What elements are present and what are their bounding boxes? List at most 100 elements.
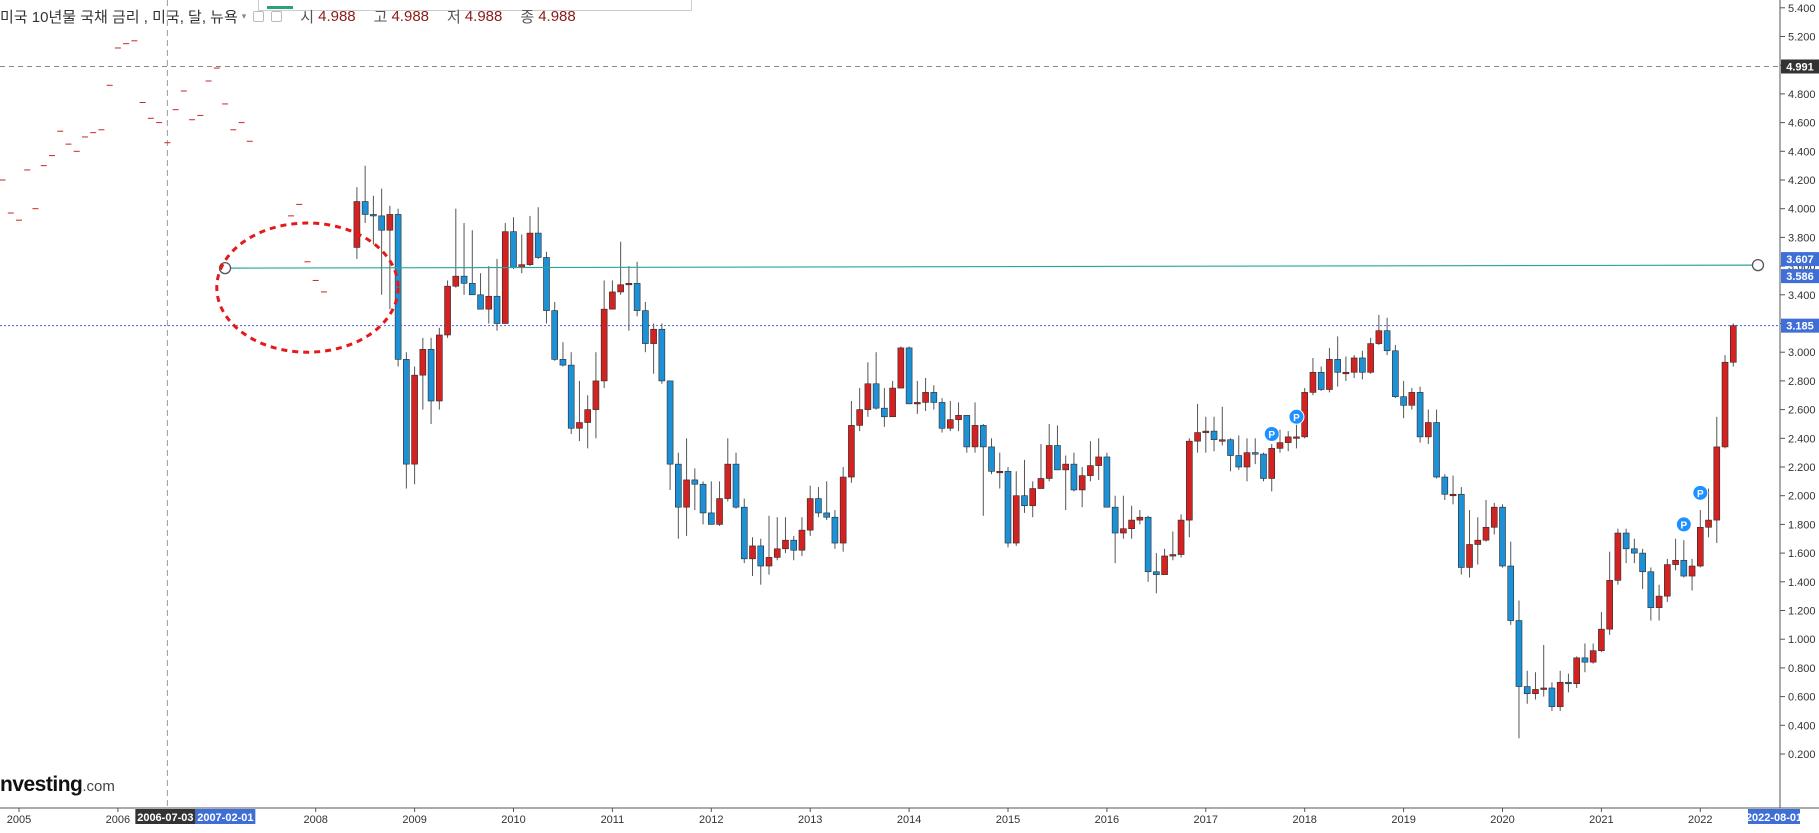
y-tick-label: 2.800 bbox=[1788, 376, 1816, 388]
candle-body bbox=[1408, 392, 1416, 406]
candle-body bbox=[1029, 488, 1037, 507]
candle-body bbox=[1490, 506, 1498, 528]
candle-body bbox=[666, 380, 674, 465]
candle-body bbox=[460, 275, 468, 284]
candle-body bbox=[1260, 453, 1267, 479]
x-tick-label: 2020 bbox=[1490, 814, 1514, 826]
dropdown-caret-icon[interactable]: ▾ bbox=[241, 10, 247, 21]
x-tick-label: 2010 bbox=[501, 814, 525, 826]
candle-body bbox=[1153, 571, 1160, 575]
candle-body bbox=[872, 383, 880, 409]
candle-body bbox=[740, 506, 748, 560]
candle-body bbox=[765, 557, 773, 567]
x-tick-label: 2018 bbox=[1292, 814, 1316, 826]
date-axis-tag-label: 2022-08-01 bbox=[1746, 812, 1802, 824]
candle-body bbox=[1474, 539, 1482, 545]
y-tick-label: 4.400 bbox=[1788, 146, 1816, 158]
y-tick-label: 1.200 bbox=[1788, 606, 1816, 618]
candle-body bbox=[938, 402, 946, 429]
date-axis-tag-label: 2007-02-01 bbox=[197, 812, 253, 824]
candle-body bbox=[724, 463, 732, 499]
candle-body bbox=[559, 359, 567, 366]
candle-body bbox=[493, 295, 501, 324]
candle-body bbox=[1268, 448, 1276, 479]
candle-body bbox=[1359, 357, 1366, 373]
badge-label: P bbox=[1680, 520, 1687, 531]
candle-body bbox=[1721, 361, 1729, 448]
x-tick-label: 2021 bbox=[1589, 814, 1613, 826]
candle-body bbox=[1128, 519, 1135, 530]
candle-body bbox=[782, 539, 789, 550]
candle-body bbox=[1523, 686, 1531, 695]
x-tick-label: 2005 bbox=[7, 814, 31, 826]
candle-body bbox=[1532, 689, 1539, 695]
candle-body bbox=[1276, 442, 1284, 449]
badge-label: P bbox=[1697, 489, 1704, 500]
y-tick-label: 2.600 bbox=[1788, 405, 1816, 417]
candle-body bbox=[1680, 559, 1688, 577]
toolbar-tab-strip[interactable] bbox=[258, 0, 692, 11]
candle-body bbox=[1589, 650, 1597, 663]
candle-body bbox=[1243, 452, 1251, 468]
candle-body bbox=[773, 548, 781, 558]
candle-body bbox=[419, 349, 427, 376]
candle-body bbox=[1499, 506, 1506, 567]
candle-body bbox=[1507, 565, 1515, 621]
chart-title: 미국 10년물 국채 금리 , 미국, 달, 뉴욕 bbox=[0, 8, 238, 26]
x-tick-label: 2016 bbox=[1095, 814, 1119, 826]
candle-body bbox=[815, 498, 822, 514]
candle-body bbox=[1598, 628, 1605, 651]
candle-body bbox=[452, 275, 460, 287]
candle-body bbox=[1466, 544, 1473, 568]
candle-body bbox=[658, 328, 666, 382]
y-tick-label: 0.600 bbox=[1788, 692, 1816, 704]
candle-body bbox=[889, 387, 896, 418]
x-tick-label: 2008 bbox=[303, 814, 327, 826]
candle-body bbox=[848, 425, 855, 478]
candle-body bbox=[1400, 396, 1407, 406]
candle-body bbox=[930, 392, 938, 403]
candle-body bbox=[806, 498, 814, 531]
candle-body bbox=[1705, 519, 1712, 528]
candle-body bbox=[592, 380, 600, 410]
candle-body bbox=[444, 285, 451, 336]
y-tick-label: 2.200 bbox=[1788, 462, 1816, 474]
candle-body bbox=[386, 214, 394, 231]
candle-body bbox=[1655, 595, 1663, 608]
candle-body bbox=[1556, 681, 1564, 707]
dividend-badge bbox=[1675, 516, 1692, 533]
candle-body bbox=[707, 512, 715, 525]
candle-body bbox=[436, 334, 443, 402]
candle-body bbox=[699, 483, 707, 514]
candle-body bbox=[1235, 455, 1243, 468]
price-axis-tag bbox=[1781, 318, 1819, 333]
y-tick-label: 4.000 bbox=[1788, 204, 1816, 216]
candle-body bbox=[1004, 471, 1012, 544]
y-tick-label: 2.000 bbox=[1788, 491, 1816, 503]
candle-body bbox=[1622, 532, 1630, 550]
settings-icon[interactable] bbox=[253, 10, 265, 22]
candle-body bbox=[905, 347, 913, 405]
candle-body bbox=[1697, 526, 1704, 567]
y-tick-label: 0.800 bbox=[1788, 663, 1816, 675]
open-label: 시 bbox=[300, 8, 315, 26]
candle-body bbox=[1078, 475, 1086, 491]
candle-body bbox=[378, 215, 385, 231]
candle-body bbox=[1037, 478, 1045, 489]
candle-body bbox=[526, 232, 534, 265]
candle-body bbox=[1070, 463, 1078, 491]
candle-body bbox=[757, 545, 765, 567]
candle-body bbox=[963, 415, 971, 448]
candle-body bbox=[1565, 681, 1572, 685]
dividend-badge bbox=[1263, 425, 1280, 442]
candle-body bbox=[567, 364, 575, 429]
candle-body bbox=[1540, 687, 1548, 690]
badge-label: P bbox=[1268, 430, 1275, 441]
hide-icon[interactable] bbox=[271, 10, 283, 22]
candle-body bbox=[1054, 445, 1061, 471]
y-tick-label: 4.600 bbox=[1788, 118, 1816, 130]
price-axis-tag bbox=[1781, 269, 1819, 284]
candle-body bbox=[1425, 422, 1432, 438]
candle-body bbox=[979, 425, 987, 448]
